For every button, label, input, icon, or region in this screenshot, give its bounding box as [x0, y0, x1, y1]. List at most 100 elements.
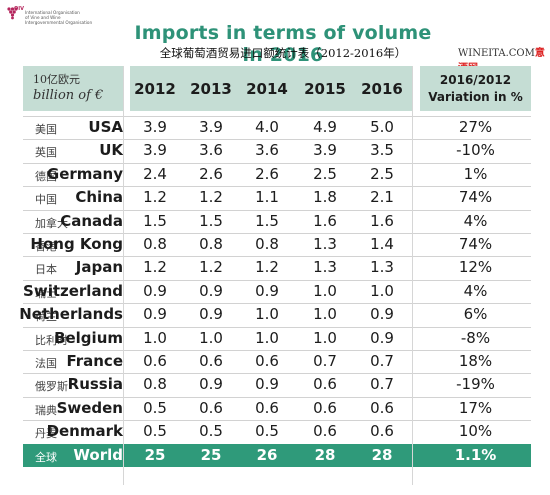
- value-cell: 1.5: [255, 211, 279, 230]
- table-row: 日本 Japan 1.2 1.2 1.2 1.3 1.3 12%: [23, 256, 531, 279]
- value-cell: 0.9: [199, 281, 223, 300]
- value-cell: 1.0: [313, 305, 337, 324]
- table-row: 丹麦 Denmark 0.5 0.5 0.5 0.6 0.6 10%: [23, 420, 531, 443]
- value-cell: 1.6: [370, 211, 394, 230]
- value-cell: 1.3: [370, 258, 394, 277]
- value-cell: 1.2: [143, 258, 167, 277]
- value-cell: 3.6: [255, 141, 279, 160]
- total-row: 全球 World 25 25 26 28 28 1.1%: [23, 443, 531, 467]
- value-cell: 3.5: [370, 141, 394, 160]
- country-name: Hong Kong: [30, 235, 123, 253]
- country-name: USA: [88, 118, 123, 136]
- watermark-domain: WINEITA.COM: [458, 48, 535, 59]
- value-cell: 0.6: [313, 422, 337, 441]
- value-cell: 1.0: [370, 281, 394, 300]
- value-cell: 1.5: [199, 211, 223, 230]
- value-cell: 2.5: [370, 164, 394, 183]
- value-cell: 0.7: [370, 352, 394, 370]
- value-cell: 0.6: [255, 398, 279, 417]
- value-cell: 2.6: [199, 164, 223, 183]
- country-name: Germany: [46, 164, 123, 183]
- table-row: 法国 France 0.6 0.6 0.6 0.7 0.7 18%: [23, 350, 531, 373]
- value-cell: 1.5: [143, 211, 167, 230]
- value-cell: 1.2: [143, 188, 167, 207]
- value-cell: 0.5: [255, 422, 279, 441]
- column-divider: [412, 66, 413, 485]
- logo-abbreviation: OIV: [14, 6, 24, 12]
- variation-cell: 12%: [458, 258, 493, 277]
- row-divider: [23, 373, 531, 375]
- row-divider: [23, 420, 531, 422]
- value-cell: 0.9: [370, 328, 394, 347]
- value-cell: 0.5: [143, 398, 167, 417]
- value-cell: 0.8: [143, 375, 167, 394]
- variation-cell: 4%: [463, 211, 488, 230]
- row-divider: [23, 326, 531, 328]
- country-name-cn: 中国: [35, 193, 57, 207]
- country-name: Russia: [67, 375, 123, 394]
- value-cell: 0.6: [199, 398, 223, 417]
- value-cell: 1.2: [255, 258, 279, 277]
- value-cell: 3.6: [199, 141, 223, 160]
- value-cell: 0.6: [143, 352, 167, 370]
- year-column-header: 2012: [134, 80, 176, 98]
- value-cell: 0.9: [199, 375, 223, 394]
- value-cell: 0.6: [370, 398, 394, 417]
- value-cell: 5.0: [370, 118, 394, 136]
- value-cell: 0.6: [255, 352, 279, 370]
- country-name-cn: 俄罗斯: [35, 380, 68, 394]
- row-divider: [23, 209, 531, 211]
- column-divider: [123, 66, 124, 485]
- value-cell: 1.0: [255, 328, 279, 347]
- row-divider: [23, 279, 531, 281]
- variation-header-cell: 2016/2012 Variation in %: [420, 66, 531, 111]
- value-cell: 1.0: [143, 328, 167, 347]
- value-cell: 1.4: [370, 235, 394, 253]
- value-cell: 26: [256, 445, 278, 464]
- value-cell: 2.4: [143, 164, 167, 183]
- imports-table: 10亿欧元 billion of € 2012 2013 2014 2015 2016 …: [19, 66, 531, 485]
- row-divider: [23, 162, 531, 164]
- unit-header-cell: 10亿欧元 billion of €: [23, 66, 123, 111]
- value-cell: 0.9: [143, 281, 167, 300]
- year-column-header: 2016: [361, 80, 403, 98]
- value-cell: 0.9: [199, 305, 223, 324]
- value-cell: 0.5: [199, 422, 223, 441]
- country-name-cn: 香港: [35, 240, 57, 253]
- year-column-header: 2015: [304, 80, 346, 98]
- value-cell: 1.2: [199, 188, 223, 207]
- table-row: 中国 China 1.2 1.2 1.1 1.8 2.1 74%: [23, 186, 531, 209]
- oiv-logo: OIV International Organisation of Vine a…: [6, 6, 126, 30]
- variation-cell: 27%: [458, 118, 493, 136]
- country-name: Sweden: [56, 398, 123, 417]
- variation-header-line2: Variation in %: [428, 90, 523, 104]
- variation-cell: 10%: [458, 422, 493, 441]
- country-name-cn: 英国: [35, 146, 57, 160]
- value-cell: 1.0: [313, 281, 337, 300]
- table-row: 香港 Hong Kong 0.8 0.8 0.8 1.3 1.4 74%: [23, 233, 531, 256]
- unit-label-en: billion of €: [33, 88, 104, 103]
- value-cell: 1.0: [199, 328, 223, 347]
- table-row: 俄罗斯 Russia 0.8 0.9 0.9 0.6 0.7 -19%: [23, 373, 531, 396]
- row-divider: [23, 116, 531, 117]
- country-name-cn: 比利时: [35, 333, 68, 347]
- year-column-header: 2013: [190, 80, 232, 98]
- logo-line: Intergovernmental Organisation: [25, 20, 93, 26]
- value-cell: 1.0: [313, 328, 337, 347]
- variation-cell: 17%: [458, 398, 493, 417]
- country-name-cn: 瑞典: [35, 403, 57, 417]
- country-name: World: [73, 445, 123, 464]
- table-row: 加拿大 Canada 1.5 1.5 1.5 1.6 1.6 4%: [23, 209, 531, 233]
- value-cell: 0.5: [143, 422, 167, 441]
- value-cell: 25: [144, 445, 166, 464]
- value-cell: 28: [371, 445, 393, 464]
- value-cell: 2.5: [313, 164, 337, 183]
- value-cell: 1.6: [313, 211, 337, 230]
- country-name-cn: 丹麦: [35, 427, 57, 441]
- country-name: UK: [99, 141, 123, 160]
- table-row: 美国 USA 3.9 3.9 4.0 4.9 5.0 27%: [23, 116, 531, 139]
- row-divider: [23, 233, 531, 234]
- value-cell: 1.2: [199, 258, 223, 277]
- variation-cell: 6%: [463, 305, 488, 324]
- table-row: 瑞典 Sweden 0.5 0.6 0.6 0.6 0.6 17%: [23, 396, 531, 420]
